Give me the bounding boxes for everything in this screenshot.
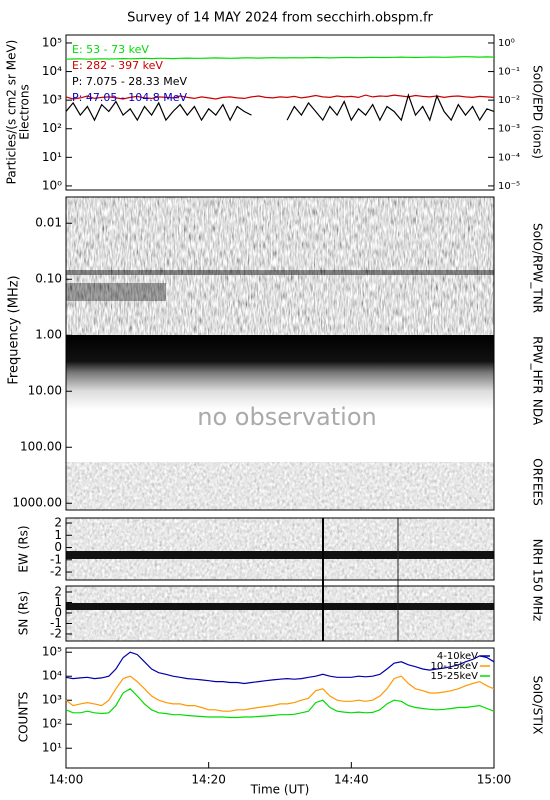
y2-axis-label: NRH 150 MHz [531,539,545,622]
y-tick-label: 1.00 [35,328,62,342]
y-tick-label: 10² [42,121,62,135]
y-axis-label: SN (Rs) [17,591,31,635]
x-tick-label: 14:20 [191,773,226,787]
y-tick-label: 10⁵ [42,645,62,659]
legend-label: E: 53 - 73 keV [72,43,149,56]
y2-axis-label: SoIO/EPD (ions) [531,65,545,159]
instrument-label: SoIO/RPW_TNR [531,223,545,313]
series-line [65,675,495,712]
panel-frame [65,517,495,581]
y-tick-label: -1 [50,552,62,566]
series-line [65,94,495,100]
y2-tick-label: 10⁻¹ [498,67,520,78]
y-axis-label: COUNTS [17,692,31,743]
x-axis-label: Time (UT) [250,783,310,797]
legend-label: P: 7.075 - 28.33 MeV [72,75,188,88]
nrh-ew-source [66,551,494,559]
panel-frame [65,585,495,642]
x-tick-label: 14:40 [334,773,369,787]
orfees-spectrogram [66,462,494,510]
x-tick-label: 14:00 [49,773,84,787]
y-tick-label: 0.01 [35,216,62,230]
y-tick-label: 10³ [42,93,62,107]
y-axis-label: EW (Rs) [17,525,31,572]
y-tick-label: 0 [54,540,62,554]
y-tick-label: 2 [54,584,62,598]
y2-tick-label: 10⁻⁴ [498,152,520,163]
y-tick-label: 0.10 [35,272,62,286]
y-tick-label: 10.00 [28,384,62,398]
tnr-band [66,270,494,275]
legend-label: 10-15keV [431,661,479,672]
instrument-label: ORFEES [531,458,545,505]
legend-label: P: 47.05 - 104.8 MeV [72,91,188,104]
y-tick-label: 1 [54,595,62,609]
legend-label: 15-25keV [431,671,479,682]
y-tick-label: 10⁴ [42,669,62,683]
y-tick-label: 10⁴ [42,64,62,78]
panel-frame [65,34,495,191]
legend-label: E: 282 - 397 keV [72,59,163,72]
y-tick-label: -2 [50,565,62,579]
y-tick-label: 10⁰ [42,178,62,192]
y-axis-label: Frequency (MHz) [7,275,22,384]
instrument-label: NDA [531,399,545,426]
y-axis-label: Electrons [18,84,32,139]
y-tick-label: -1 [50,616,62,630]
nrh-ew-image [66,518,494,580]
y-tick-label: 2 [54,516,62,530]
legend-label: 4-10keV [437,651,478,662]
x-tick-label: 15:00 [477,773,512,787]
series-line [65,93,495,122]
tnr-band [66,283,166,301]
y-tick-label: 10¹ [42,741,62,755]
y-tick-label: -2 [50,626,62,640]
y-tick-label: 10⁵ [42,35,62,49]
nrh-sn-image [66,586,494,641]
y-tick-label: 10³ [42,693,62,707]
chart-title: Survey of 14 MAY 2024 from secchirh.obsp… [127,11,433,26]
nrh-sn-source [66,603,494,610]
y-axis-label: Particles/(s cm2 sr MeV) [5,40,19,185]
y2-tick-label: 10⁻³ [498,124,520,135]
panel-frame [65,196,495,511]
y2-axis-label: SoIO/STIX [531,676,545,735]
y-tick-label: 1000.00 [12,496,62,510]
y2-tick-label: 10⁻² [498,95,520,106]
y-tick-label: 1 [54,528,62,542]
y-tick-label: 0 [54,605,62,619]
y2-tick-label: 10⁻⁵ [498,181,520,192]
tnr-spectrogram [66,197,494,335]
series-line [65,651,495,685]
series-line [65,56,495,60]
y-tick-label: 10² [42,717,62,731]
annotation: no observation [197,403,376,431]
panel-frame [65,647,495,769]
y2-tick-label: 10⁰ [498,38,515,49]
y-tick-label: 10¹ [42,150,62,164]
hfr-spectrogram [66,335,494,410]
series-line [65,688,495,719]
instrument-label: RPW_HFR [531,336,545,394]
y-tick-label: 100.00 [20,440,62,454]
